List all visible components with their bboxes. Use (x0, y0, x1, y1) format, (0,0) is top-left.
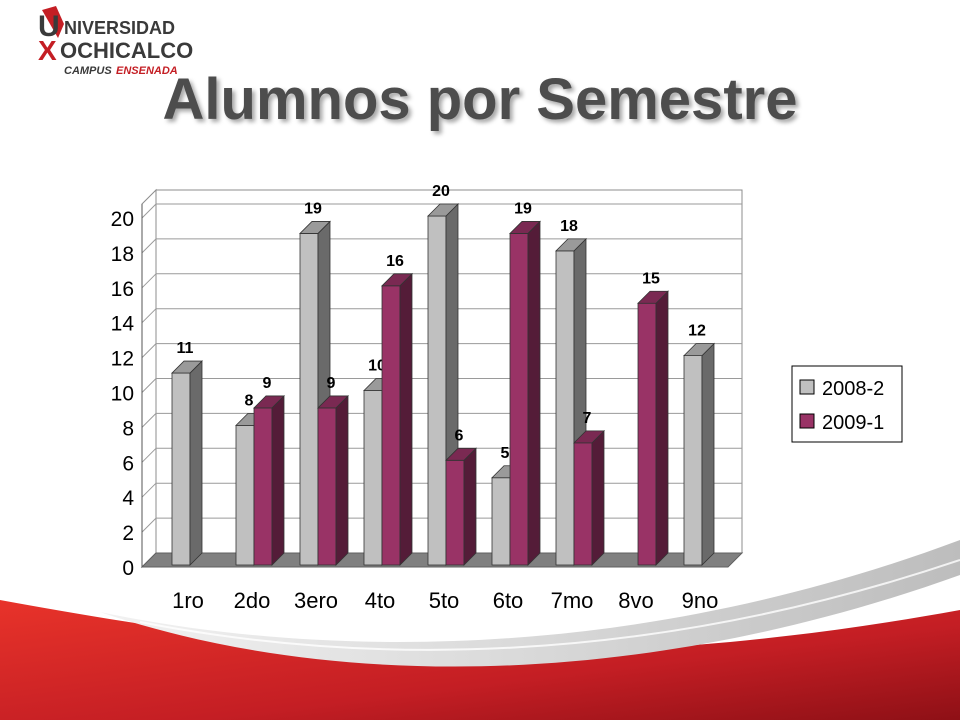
bar-2009-1-7mo (573, 442, 593, 566)
legend-label: 2008-2 (822, 378, 884, 400)
x-tick-label: 4to (365, 588, 396, 613)
bar-top (171, 360, 203, 374)
bar-side (189, 360, 203, 566)
data-label: 16 (386, 253, 404, 270)
y-tick-label: 4 (122, 487, 134, 510)
gridline-side (141, 482, 157, 498)
legend-swatch (799, 379, 815, 395)
x-tick-label: 3ero (294, 588, 338, 613)
bar-2009-1-5to (445, 459, 465, 566)
bar-2008-2-3ero (299, 233, 319, 566)
y-tick-label: 12 (111, 348, 134, 371)
bar-side (463, 447, 477, 566)
gridline-side (141, 378, 157, 393)
gridline-side (141, 343, 157, 358)
bar-top (509, 221, 541, 234)
bar-side (271, 394, 285, 566)
gridline-side (141, 273, 157, 289)
bar-2009-1-8vo (637, 302, 657, 566)
y-tick-label: 14 (111, 313, 135, 336)
gridline-side (141, 203, 157, 219)
x-tick-label: 9no (682, 588, 719, 613)
bar-top (299, 221, 331, 234)
bar-side (335, 394, 349, 566)
bar-side (399, 272, 413, 566)
y-tick-label: 20 (111, 208, 134, 231)
bar-top (555, 238, 587, 252)
gridline-side (141, 413, 157, 428)
bar-2008-2-4to (363, 390, 383, 566)
data-label: 7 (583, 410, 592, 427)
data-label: 18 (560, 218, 578, 235)
bar-side (701, 342, 715, 566)
data-label: 6 (455, 427, 464, 444)
bar-side (591, 429, 605, 566)
bar-2008-2-5to (427, 215, 447, 566)
y-tick-label: 8 (122, 417, 134, 440)
data-label: 19 (304, 200, 322, 217)
data-label: 20 (432, 183, 450, 200)
logo-initial-u: U (38, 10, 60, 43)
bar-2009-1-3ero (317, 407, 337, 566)
bar-top (683, 343, 715, 357)
bar-2008-2-7mo (555, 250, 575, 566)
legend-box (791, 365, 903, 443)
gridline-side (141, 517, 157, 533)
x-tick-label: 5to (429, 588, 460, 613)
data-label: 5 (501, 445, 510, 462)
gridline-side (141, 238, 157, 254)
bar-top (317, 395, 349, 409)
x-tick-label: 6to (493, 588, 524, 613)
logo-swoosh-mark (42, 6, 64, 38)
bar-top (427, 203, 459, 217)
data-label: 11 (177, 340, 194, 357)
x-tick-label: 1ro (172, 588, 204, 613)
y-tick-label: 0 (122, 557, 134, 580)
slide-title: Alumnos por Semestre (162, 67, 798, 132)
gridline-side (141, 447, 157, 463)
y-tick-label: 10 (111, 383, 134, 406)
data-label: 19 (514, 200, 532, 217)
bar-2008-2-2do (235, 424, 255, 566)
x-tick-label: 2do (234, 588, 271, 613)
data-label: 9 (263, 375, 272, 392)
logo-campus: CAMPUS (64, 65, 112, 77)
bar-side (527, 220, 541, 566)
bar-2009-1-2do (253, 407, 273, 566)
x-tick-label: 8vo (618, 588, 653, 613)
bar-top (381, 273, 413, 287)
y-tick-label: 16 (111, 278, 134, 301)
logo-initial-x: X (38, 35, 57, 66)
data-label: 15 (642, 270, 660, 287)
legend-swatch (799, 413, 815, 429)
bar-top (445, 447, 477, 461)
bar-2009-1-4to (381, 285, 401, 566)
logo-campus-name: ENSENADA (116, 65, 178, 77)
bar-2008-2-1ro (171, 372, 191, 566)
bar-2008-2-9no (683, 355, 703, 566)
y-tick-label: 6 (122, 452, 134, 475)
bar-side (655, 290, 669, 566)
data-label: 8 (245, 392, 254, 409)
x-tick-label: 7mo (551, 588, 594, 613)
bar-2008-2-6to (491, 477, 511, 566)
data-label: 12 (688, 323, 706, 340)
bar-top (637, 290, 669, 304)
legend-label: 2009-1 (822, 412, 884, 434)
data-label: 10 (368, 358, 386, 375)
logo-line2: OCHICALCO (60, 38, 193, 63)
logo-line1: NIVERSIDAD (64, 18, 175, 38)
gridline-side (141, 308, 157, 324)
bar-top (573, 430, 605, 444)
y-tick-label: 18 (111, 243, 134, 266)
data-label: 9 (327, 375, 336, 392)
bar-top (253, 395, 285, 409)
universidad-xochicalco-logo: U NIVERSIDAD X OCHICALCO CAMPUS ENSENADA (38, 6, 193, 77)
bar-2009-1-6to (509, 233, 529, 566)
y-tick-label: 2 (122, 522, 134, 545)
